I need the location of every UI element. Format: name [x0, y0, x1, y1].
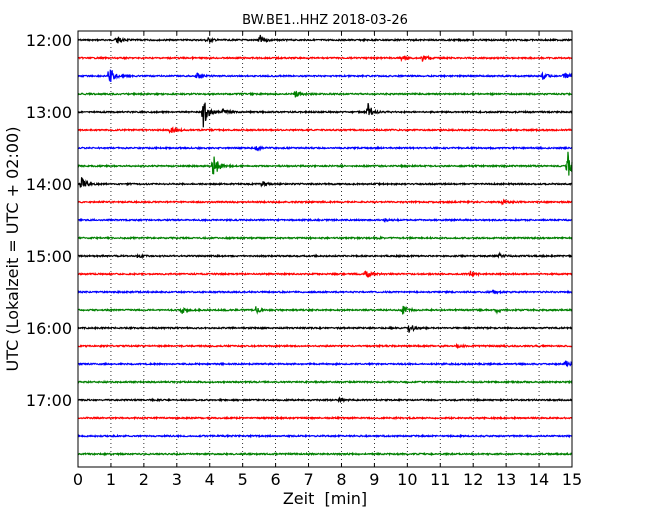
trace-1230: [77, 69, 573, 82]
trace-1530: [77, 289, 573, 295]
y-tick-label: 14:00: [26, 175, 72, 194]
y-tick-label: 13:00: [26, 103, 72, 122]
trace-1215: [77, 54, 573, 63]
y-axis: 12:00 13:00 14:00 15:00 16:00 17:00: [26, 31, 572, 410]
chart-title: BW.BE1..HHZ 2018-03-26: [242, 13, 408, 28]
x-tick-label: 15: [562, 470, 582, 489]
trace-1515: [77, 270, 573, 278]
trace-1545: [77, 305, 573, 315]
trace-1430: [77, 217, 573, 223]
x-tick-label: 8: [336, 470, 346, 489]
x-tick-label: 4: [205, 470, 215, 489]
trace-1645: [77, 379, 573, 385]
trace-1315: [77, 126, 573, 134]
x-tick-label: 5: [238, 470, 248, 489]
x-tick-label: 6: [271, 470, 281, 489]
trace-1345: [77, 151, 573, 176]
x-axis: 0 1 2 3 4 5 6 7 8 9 10 11 12 13 14 15: [73, 31, 582, 489]
x-tick-label: 13: [496, 470, 516, 489]
trace-1400: [77, 177, 573, 189]
trace-1415: [77, 198, 573, 206]
y-tick-label: 15:00: [26, 247, 72, 266]
plot-frame: [77, 30, 573, 468]
trace-1500: [77, 251, 573, 260]
trace-1615: [77, 342, 573, 350]
y-axis-title: UTC (Lokalzeit = UTC + 02:00): [3, 127, 22, 372]
trace-1445: [77, 235, 573, 241]
trace-1700: [77, 396, 573, 404]
x-tick-label: 10: [397, 470, 417, 489]
plot-area: [78, 31, 572, 467]
x-tick-label: 9: [369, 470, 379, 489]
trace-1745: [77, 451, 573, 457]
trace-1330: [77, 145, 573, 152]
y-tick-label: 12:00: [26, 31, 72, 50]
x-tick-label: 0: [73, 470, 83, 489]
trace-1200: [77, 34, 573, 44]
traces: [77, 34, 573, 457]
x-axis-title: Zeit [min]: [283, 489, 367, 508]
x-tick-label: 1: [106, 470, 116, 489]
grid-lines: [110, 31, 540, 467]
trace-1600: [77, 325, 573, 333]
x-tick-label: 2: [139, 470, 149, 489]
x-tick-label: 12: [463, 470, 483, 489]
x-tick-label: 7: [303, 470, 313, 489]
trace-1630: [77, 360, 573, 368]
trace-1715: [77, 415, 573, 421]
trace-1245: [77, 90, 573, 98]
y-tick-label: 16:00: [26, 319, 72, 338]
y-tick-label: 17:00: [26, 391, 72, 410]
x-tick-label: 3: [172, 470, 182, 489]
trace-1730: [77, 433, 573, 439]
x-tick-label: 11: [430, 470, 450, 489]
x-tick-label: 14: [529, 470, 549, 489]
trace-1300: [77, 102, 573, 128]
